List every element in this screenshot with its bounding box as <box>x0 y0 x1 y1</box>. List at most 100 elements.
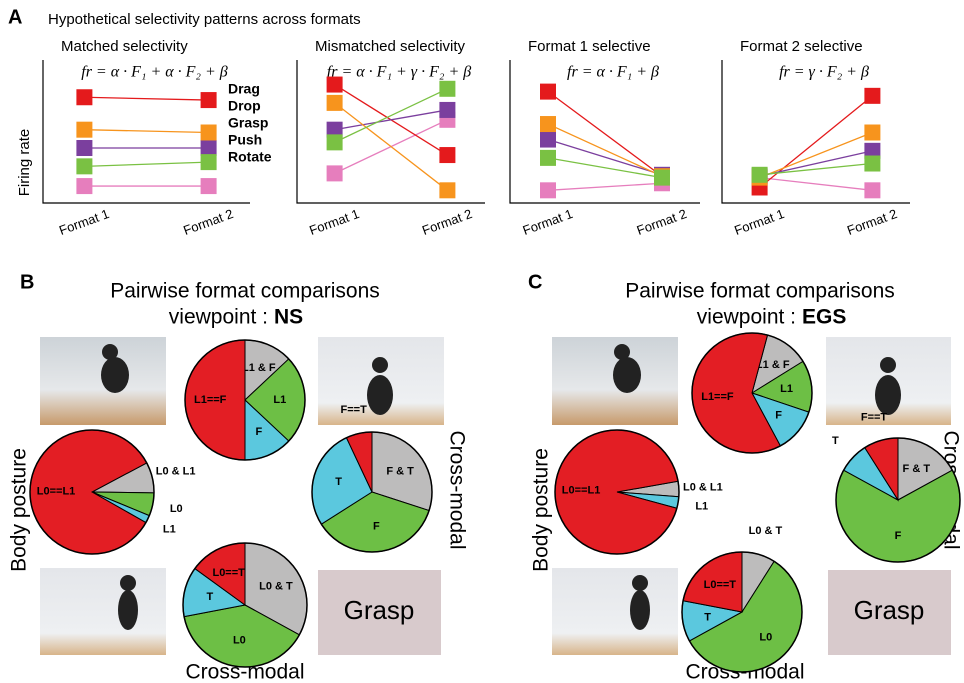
series-line <box>759 131 873 179</box>
marker <box>439 101 456 118</box>
chart-title: Format 1 selective <box>528 38 651 55</box>
chart-title: Mismatched selectivity <box>315 38 466 55</box>
slice-label: F <box>373 520 380 532</box>
pie-outline <box>182 542 308 668</box>
panel-letter: A <box>8 6 22 28</box>
legend-entry: Rotate <box>228 149 272 165</box>
slice-label: L0 <box>759 631 772 643</box>
marker <box>540 116 556 133</box>
slice-label: F==T <box>341 404 368 416</box>
side-label: Body posture <box>8 448 31 572</box>
slice-label: T <box>832 435 839 447</box>
series-line <box>334 102 448 191</box>
series-line <box>759 176 873 191</box>
series-line <box>547 157 663 179</box>
legend-entry: Drop <box>228 98 261 114</box>
marker <box>864 182 881 199</box>
panel-letter: B <box>20 271 34 293</box>
x-tick-label: Format 1 <box>307 206 361 238</box>
marker <box>864 87 881 104</box>
chart-title: Format 2 selective <box>740 38 863 55</box>
slice-label: L0 & T <box>259 581 293 593</box>
marker <box>751 166 768 183</box>
series-line <box>759 150 873 177</box>
series-line <box>84 161 209 167</box>
marker <box>200 92 217 109</box>
side-label: Cross-modal <box>185 661 304 683</box>
viewpoint-label: viewpoint : <box>169 306 268 329</box>
marker <box>439 147 456 164</box>
equation: fr = α · F₁ + β <box>567 64 659 81</box>
pie-outline <box>311 431 433 553</box>
slice-label: F & T <box>903 463 931 475</box>
chart-title: Matched selectivity <box>61 38 188 55</box>
equation: fr = α · F₁ + α · F₂ + β <box>81 64 228 81</box>
slice-label: F <box>255 426 262 438</box>
slice-label: L0==T <box>704 579 737 591</box>
slice-label: T <box>335 476 342 488</box>
series-line <box>759 162 873 176</box>
pie-outline <box>29 429 155 555</box>
legend-entry: Grasp <box>228 115 268 131</box>
slice-label: L0 <box>233 634 246 646</box>
legend-entry: Drag <box>228 81 260 97</box>
marker <box>326 165 343 182</box>
pie-outline <box>184 339 306 461</box>
x-tick-label: Format 1 <box>57 206 111 238</box>
marker <box>540 149 556 166</box>
marker <box>864 155 881 172</box>
slice-label: L0==T <box>212 567 245 579</box>
panel-title: Pairwise format comparisons <box>110 280 380 303</box>
slice-label: L1 & F <box>756 359 790 371</box>
viewpoint: EGS <box>802 306 846 329</box>
panel-letter: C <box>528 271 542 293</box>
marker <box>326 121 343 138</box>
slice-label: L0 & L1 <box>156 466 196 478</box>
slice-label: L0 & L1 <box>683 482 723 494</box>
marker <box>326 134 343 151</box>
equation: fr = α · F₁ + γ · F₂ + β <box>327 64 471 81</box>
slice-label: L1 <box>273 394 286 406</box>
y-axis-label: Firing rate <box>16 129 33 197</box>
grasp-box <box>828 570 951 655</box>
series-line <box>547 123 663 177</box>
person-silhouettes <box>101 344 901 630</box>
x-tick-label: Format 2 <box>845 206 899 238</box>
marker <box>326 76 343 93</box>
photo <box>552 568 678 655</box>
marker <box>200 140 217 157</box>
axis <box>509 60 700 204</box>
axis <box>721 60 910 204</box>
panel-title: Hypothetical selectivity patterns across… <box>48 11 361 28</box>
legend-entry: Push <box>228 132 262 148</box>
marker <box>326 94 343 111</box>
slice-label: L1 & F <box>242 362 276 374</box>
series-line <box>547 138 663 176</box>
panel-title: Pairwise format comparisons <box>625 280 895 303</box>
slice-label: T <box>207 591 214 603</box>
marker <box>76 178 93 195</box>
photo <box>40 568 166 655</box>
slice-label: L1==F <box>701 391 734 403</box>
x-tick-label: Format 1 <box>521 206 575 238</box>
photo-label: Grasp <box>344 595 415 625</box>
x-tick-label: Format 1 <box>732 206 786 238</box>
slice-label: T <box>704 611 711 623</box>
slice-label: L1 <box>780 383 793 395</box>
photos <box>40 337 951 655</box>
grasp-box <box>318 570 441 655</box>
series-line <box>547 182 663 191</box>
x-tick-label: Format 2 <box>420 206 474 238</box>
pie-outline <box>554 429 680 555</box>
marker <box>76 140 93 157</box>
side-label: Body posture <box>530 448 553 572</box>
pie-outline <box>691 332 813 454</box>
marker <box>864 142 881 159</box>
series-line <box>547 91 663 177</box>
marker <box>540 131 556 148</box>
x-tick-label: Format 2 <box>181 206 235 238</box>
slice-label: F <box>775 409 782 421</box>
marker <box>76 158 93 175</box>
marker <box>200 154 217 171</box>
